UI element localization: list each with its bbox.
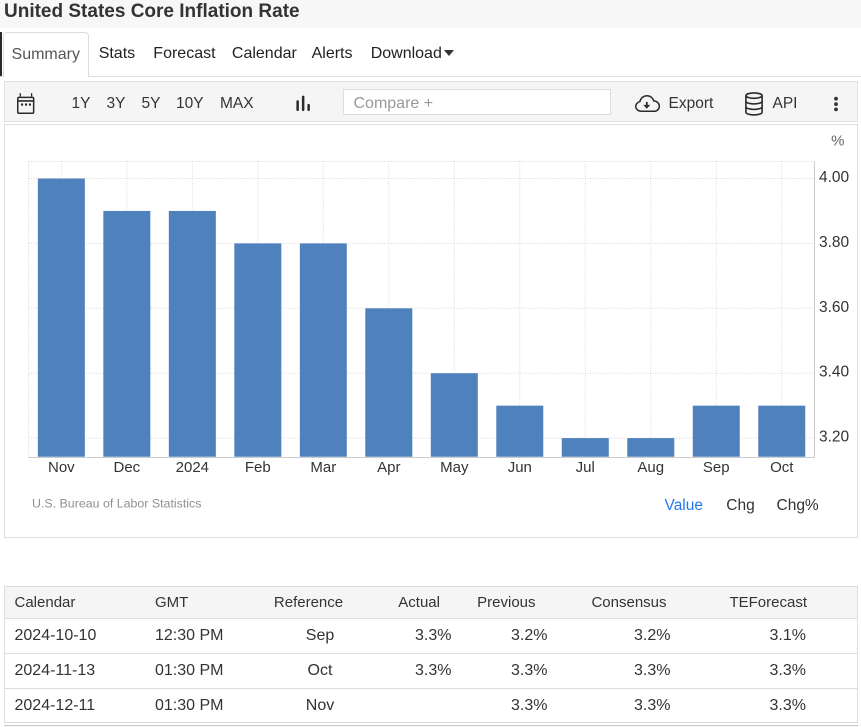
svg-text:3.40: 3.40: [819, 364, 850, 381]
svg-text:Value: Value: [665, 497, 704, 514]
svg-text:Nov: Nov: [48, 459, 75, 476]
svg-text:Dec: Dec: [113, 459, 140, 476]
svg-text:U.S. Bureau of Labor Statistic: U.S. Bureau of Labor Statistics: [32, 497, 201, 511]
svg-text:May: May: [440, 459, 469, 476]
svg-text:3.80: 3.80: [819, 234, 850, 251]
svg-text:Oct: Oct: [770, 459, 794, 476]
svg-text:Chg%: Chg%: [777, 497, 819, 514]
svg-text:Chg: Chg: [726, 497, 754, 514]
svg-text:Aug: Aug: [637, 459, 664, 476]
svg-text:3.20: 3.20: [819, 429, 850, 446]
svg-text:Jun: Jun: [508, 459, 532, 476]
svg-text:Jul: Jul: [576, 459, 595, 476]
svg-text:3.60: 3.60: [819, 299, 850, 316]
svg-text:2024: 2024: [176, 459, 209, 476]
svg-text:Sep: Sep: [703, 459, 730, 476]
svg-text:Apr: Apr: [377, 459, 400, 476]
svg-text:4.00: 4.00: [819, 169, 850, 186]
svg-text:Feb: Feb: [245, 459, 271, 476]
svg-text:Mar: Mar: [310, 459, 336, 476]
svg-text:%: %: [831, 133, 844, 150]
